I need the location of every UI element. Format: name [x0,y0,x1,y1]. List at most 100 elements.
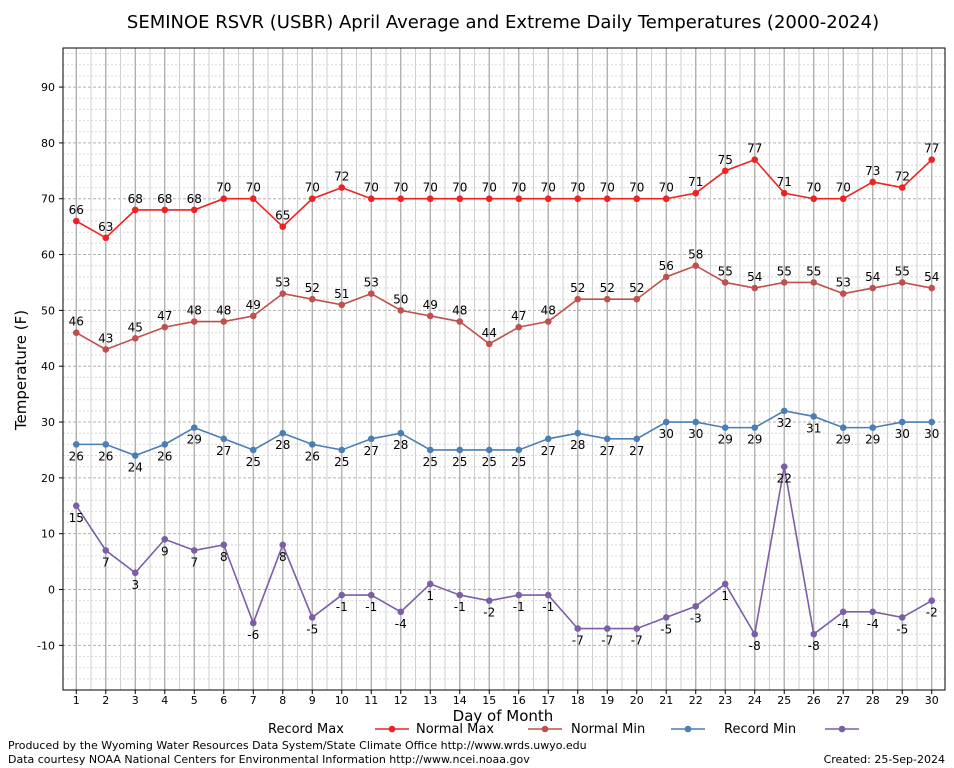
data-point [161,323,169,331]
x-tick-label: 6 [220,694,227,707]
data-point [456,591,464,599]
data-label: 73 [865,164,880,178]
data-label: 72 [334,170,349,184]
data-label: 70 [600,181,615,195]
data-point [102,441,110,448]
data-point [220,541,228,549]
data-point [780,279,788,286]
x-tick-label: 16 [512,694,526,707]
data-label: 29 [187,433,202,447]
data-label: -1 [542,600,554,614]
legend-label: Normal Max [416,722,494,737]
data-point [810,195,818,203]
data-label: -7 [631,634,643,648]
data-label: 29 [865,433,880,447]
chart-title: SEMINOE RSVR (USBR) April Average and Ex… [127,12,879,33]
data-point [338,446,346,454]
data-label: -7 [601,634,613,648]
data-label: 25 [423,455,438,469]
data-label: 53 [364,276,379,290]
legend-swatch-marker [838,725,846,733]
data-label: 70 [423,181,438,195]
data-label: 9 [161,544,169,558]
data-point [721,167,729,175]
data-label: 30 [924,427,939,441]
data-label: 68 [187,192,202,206]
data-label: -5 [306,622,318,636]
data-point [839,424,847,431]
data-point [544,195,552,203]
data-point [898,184,906,191]
data-point [426,580,434,588]
data-point [751,630,759,638]
data-point [426,446,434,454]
data-point [220,435,228,443]
x-axis-label: Day of Month [453,707,554,725]
data-label: 29 [718,433,733,447]
data-label: -8 [808,639,820,653]
data-point [898,614,906,621]
data-point [308,295,316,303]
data-point [279,223,287,230]
data-point [131,206,139,214]
plot-border [62,47,946,691]
x-tick-label: 25 [777,694,791,707]
data-label: 15 [69,511,84,525]
data-label: 25 [511,455,526,469]
data-point [544,318,552,325]
data-point [721,279,729,286]
x-tick-label: 13 [423,694,437,707]
data-point [780,463,788,470]
data-point [928,284,936,292]
y-tick-label: 20 [41,472,55,485]
data-point [367,290,375,297]
data-point [839,290,847,297]
data-point [367,435,375,443]
data-point [102,234,110,242]
data-label: 52 [570,281,585,295]
data-label: 70 [482,181,497,195]
data-label: 8 [220,550,228,564]
data-label: -5 [660,622,672,636]
data-point [633,435,641,443]
data-label: 30 [659,427,674,441]
data-label: -1 [454,600,466,614]
data-label: 7 [102,555,110,569]
data-label: 70 [452,181,467,195]
data-label: 25 [334,455,349,469]
data-label: 28 [393,438,408,452]
data-label: 43 [98,331,113,345]
data-label: 68 [157,192,172,206]
y-tick-label: 30 [41,416,55,429]
data-point [721,580,729,588]
data-point [751,284,759,292]
data-point [692,602,700,610]
data-label: 32 [777,416,792,430]
data-label: 71 [777,175,792,189]
legend: Record Max Normal Max Normal Min Record Min [268,722,859,737]
data-point [367,195,375,203]
legend-item: Record Min [724,722,859,737]
data-label: 70 [629,181,644,195]
data-label: 58 [688,248,703,262]
data-point [426,195,434,203]
data-label: 26 [98,449,113,463]
data-label: 77 [924,142,939,156]
data-point [397,608,405,616]
data-point [839,195,847,203]
data-label: 55 [718,264,733,278]
data-label: 25 [452,455,467,469]
data-label: 53 [836,276,851,290]
data-point [839,608,847,616]
data-label: 24 [128,461,143,475]
y-tick-label: -10 [37,639,55,652]
data-label: 30 [895,427,910,441]
data-point [485,195,493,203]
data-point [869,178,877,186]
data-point [397,195,405,203]
data-label: 68 [128,192,143,206]
data-label: -2 [926,606,938,620]
data-label: 63 [98,220,113,234]
data-label: 70 [216,181,231,195]
